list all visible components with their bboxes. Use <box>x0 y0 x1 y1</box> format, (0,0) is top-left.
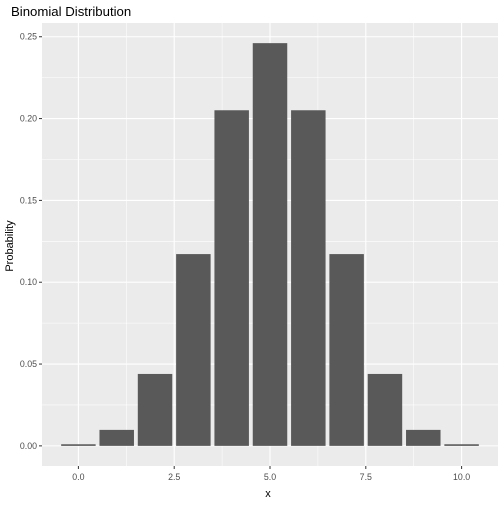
bar <box>406 429 441 446</box>
y-tick-label: 0.10 <box>20 277 37 287</box>
y-axis-label: Probability <box>4 220 16 272</box>
bar <box>367 373 403 446</box>
x-tick-label: 0.0 <box>72 472 84 482</box>
bar <box>61 444 96 446</box>
bar <box>291 110 326 446</box>
bar <box>176 254 211 446</box>
bar <box>329 254 364 446</box>
bar <box>444 444 479 446</box>
bar <box>99 429 134 446</box>
x-tick-label: 5.0 <box>264 472 276 482</box>
y-tick-label: 0.15 <box>20 195 37 205</box>
y-tick-label: 0.20 <box>20 114 37 124</box>
x-axis-ticks: 0.0 2.5 5.0 7.5 10.0 <box>72 466 470 482</box>
y-axis-ticks: 0.00 0.05 0.10 0.15 0.20 0.25 <box>20 32 42 451</box>
bar <box>214 110 249 446</box>
x-axis-label: x <box>265 488 271 500</box>
x-tick-label: 7.5 <box>360 472 372 482</box>
y-tick-label: 0.25 <box>20 32 37 42</box>
y-tick-label: 0.05 <box>20 359 37 369</box>
y-tick-label: 0.00 <box>20 441 37 451</box>
bars <box>61 43 479 446</box>
chart-title: Binomial Distribution <box>11 4 131 19</box>
x-tick-label: 2.5 <box>168 472 180 482</box>
bar <box>137 373 173 446</box>
x-tick-label: 10.0 <box>453 472 470 482</box>
bar <box>252 43 288 446</box>
